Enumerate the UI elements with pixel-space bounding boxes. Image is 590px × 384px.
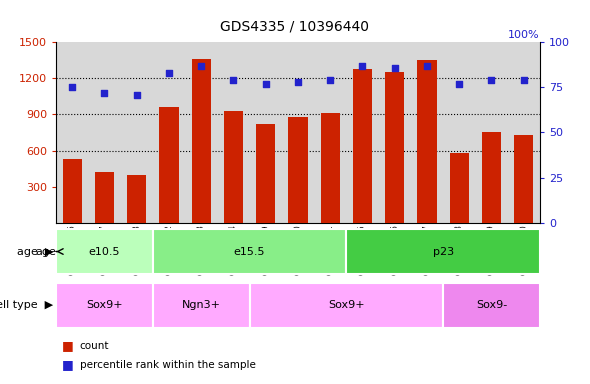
FancyBboxPatch shape	[346, 229, 540, 274]
Bar	[63, 159, 82, 223]
Text: Sox9-: Sox9-	[476, 300, 507, 310]
Text: Ngn3+: Ngn3+	[182, 300, 221, 310]
Point	[358, 63, 367, 69]
Point	[390, 65, 399, 71]
Bar	[224, 111, 243, 223]
Bar	[95, 172, 114, 223]
Text: e15.5: e15.5	[234, 247, 266, 257]
Text: e10.5: e10.5	[88, 247, 120, 257]
Point	[132, 91, 142, 98]
Bar	[353, 69, 372, 223]
Bar	[482, 132, 501, 223]
Point	[293, 79, 303, 85]
Text: percentile rank within the sample: percentile rank within the sample	[80, 360, 255, 370]
Point	[229, 77, 238, 83]
Point	[487, 77, 496, 83]
FancyBboxPatch shape	[250, 283, 443, 328]
FancyBboxPatch shape	[443, 283, 540, 328]
Point	[196, 63, 206, 69]
Text: GDS4335 / 10396440: GDS4335 / 10396440	[221, 19, 369, 33]
Text: age: age	[35, 247, 57, 257]
Bar	[159, 107, 179, 223]
Text: age  ▶: age ▶	[17, 247, 53, 257]
Bar	[289, 117, 307, 223]
FancyBboxPatch shape	[56, 283, 153, 328]
Point	[100, 90, 109, 96]
Point	[454, 81, 464, 87]
Bar	[127, 175, 146, 223]
Point	[261, 81, 270, 87]
Bar	[320, 113, 340, 223]
Text: p23: p23	[432, 247, 454, 257]
Bar	[417, 60, 437, 223]
FancyBboxPatch shape	[56, 229, 153, 274]
Bar	[450, 153, 469, 223]
Point	[164, 70, 173, 76]
Text: Sox9+: Sox9+	[86, 300, 123, 310]
Bar	[192, 59, 211, 223]
Text: ■: ■	[62, 358, 74, 371]
Bar	[514, 135, 533, 223]
Text: cell type  ▶: cell type ▶	[0, 300, 53, 310]
Point	[519, 77, 529, 83]
Bar	[256, 124, 276, 223]
Text: count: count	[80, 341, 109, 351]
FancyBboxPatch shape	[153, 283, 250, 328]
Text: Sox9+: Sox9+	[328, 300, 365, 310]
Text: 100%: 100%	[508, 30, 540, 40]
Point	[67, 84, 77, 91]
Text: ■: ■	[62, 339, 74, 352]
FancyBboxPatch shape	[153, 229, 346, 274]
Point	[326, 77, 335, 83]
Bar	[385, 72, 404, 223]
Point	[422, 63, 432, 69]
